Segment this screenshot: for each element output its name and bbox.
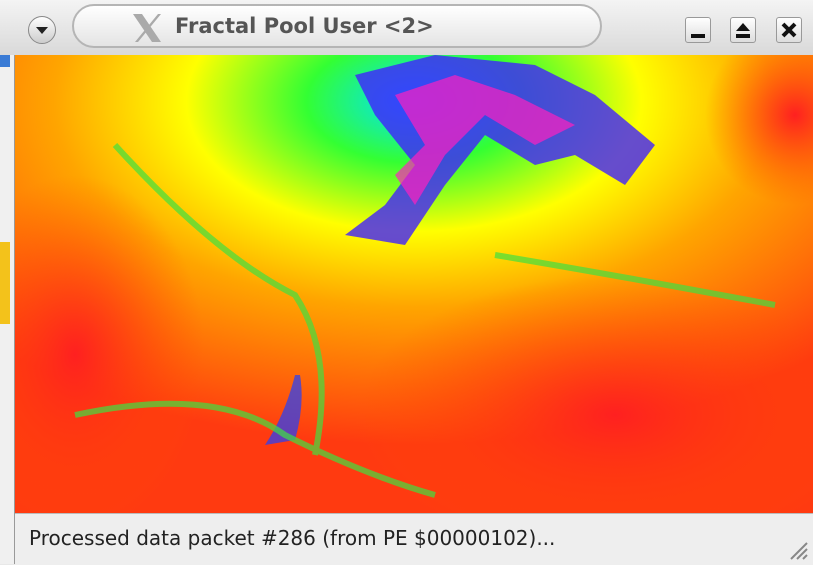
close-icon — [777, 18, 801, 42]
status-text: Processed data packet #286 (from PE $000… — [29, 526, 555, 550]
edge-accent — [0, 242, 10, 324]
status-bar: Processed data packet #286 (from PE $000… — [15, 513, 813, 565]
maximize-icon — [731, 18, 755, 42]
fractal-canvas — [15, 55, 813, 513]
background-window-edge — [0, 55, 15, 564]
window: Fractal Pool User <2> — [0, 0, 813, 564]
maximize-button[interactable] — [730, 17, 756, 43]
window-menu-button[interactable] — [28, 16, 56, 44]
x-logo — [130, 12, 164, 44]
title-bar: Fractal Pool User <2> — [0, 0, 813, 55]
resize-grip[interactable] — [787, 539, 809, 561]
minimize-icon — [686, 18, 710, 42]
close-button[interactable] — [776, 17, 802, 43]
window-title: Fractal Pool User <2> — [175, 14, 434, 38]
menu-icon — [29, 17, 55, 43]
minimize-button[interactable] — [685, 17, 711, 43]
edge-accent — [0, 55, 10, 67]
